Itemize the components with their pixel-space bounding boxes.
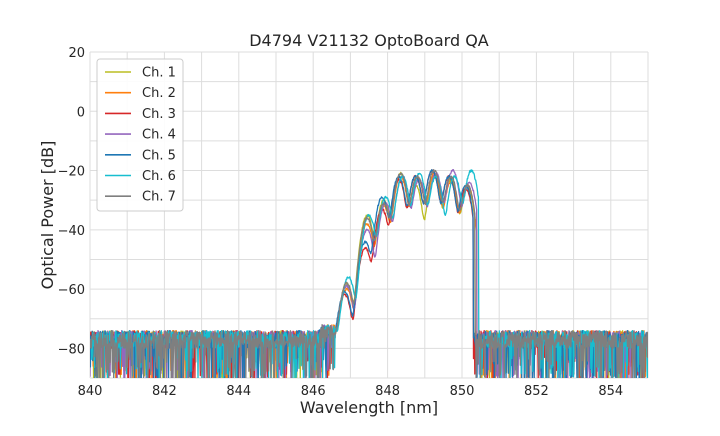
y-axis-label: Optical Power [dB] bbox=[38, 141, 57, 290]
x-tick-label: 852 bbox=[524, 384, 549, 399]
legend: Ch. 1 Ch. 2 Ch. 3 Ch. 4 Ch. 5 Ch. 6 Ch. 7 bbox=[96, 58, 184, 212]
x-tick-label: 846 bbox=[301, 384, 326, 399]
legend-label: Ch. 1 bbox=[142, 66, 176, 81]
y-tick-label: −40 bbox=[58, 224, 85, 239]
x-tick-label: 840 bbox=[78, 384, 103, 399]
chart-title: D4794 V21132 OptoBoard QA bbox=[249, 31, 489, 50]
legend-frame bbox=[96, 58, 184, 212]
legend-label: Ch. 2 bbox=[142, 86, 176, 101]
x-tick-label: 850 bbox=[450, 384, 475, 399]
y-tick-label: −80 bbox=[58, 342, 85, 357]
legend-label: Ch. 7 bbox=[142, 190, 176, 205]
x-tick-label: 842 bbox=[152, 384, 177, 399]
y-tick-label: −20 bbox=[58, 165, 85, 180]
x-tick-label: 854 bbox=[598, 384, 623, 399]
x-axis-label: Wavelength [nm] bbox=[300, 398, 438, 417]
series-layer bbox=[90, 168, 648, 378]
legend-label: Ch. 3 bbox=[142, 107, 176, 122]
y-tick-label: −60 bbox=[58, 283, 85, 298]
y-tick-label: 0 bbox=[77, 105, 85, 120]
y-tick-label: 20 bbox=[68, 46, 85, 61]
x-tick-label: 844 bbox=[226, 384, 251, 399]
x-tick-label: 848 bbox=[375, 384, 400, 399]
legend-label: Ch. 5 bbox=[142, 148, 176, 163]
legend-label: Ch. 4 bbox=[142, 128, 176, 143]
legend-label: Ch. 6 bbox=[142, 169, 176, 184]
x-axis-ticks: 840 842 844 846 848 850 852 854 bbox=[78, 384, 624, 399]
y-axis-ticks: 20 0 −20 −40 −60 −80 bbox=[58, 46, 85, 357]
series-line-ch-7 bbox=[90, 168, 648, 378]
